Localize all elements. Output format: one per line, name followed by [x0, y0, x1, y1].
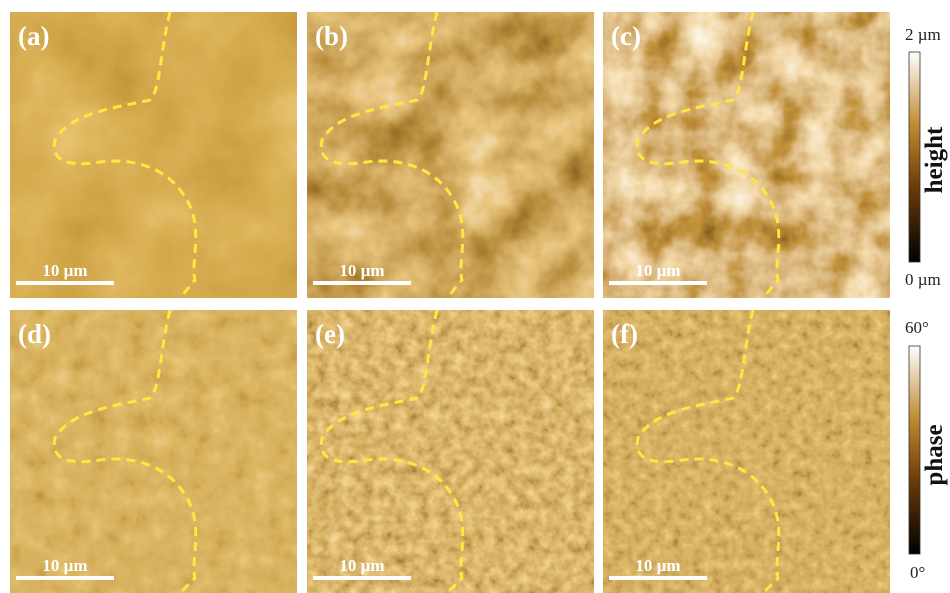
scale-bar-label: 10 µm	[635, 261, 680, 280]
panel-label: (c)	[611, 21, 641, 51]
colorbar-min: 0°	[910, 563, 925, 582]
afm-image	[603, 12, 890, 298]
afm-image	[307, 310, 594, 593]
scale-bar-label: 10 µm	[339, 261, 384, 280]
afm-panel: (a) 10 µm	[10, 12, 297, 298]
afm-image	[10, 310, 297, 593]
colorbar-title: height	[921, 126, 948, 193]
scale-bar-label: 10 µm	[42, 556, 87, 575]
afm-image	[307, 12, 594, 298]
panel-label: (b)	[315, 21, 348, 51]
figure: 2 µm 0 µm height 60° 0° phase (a)10 µm(b…	[0, 0, 950, 593]
scale-bar-label: 10 µm	[635, 556, 680, 575]
colorbar-max: 2 µm	[905, 25, 941, 44]
colorbar-height: 2 µm 0 µm height	[905, 25, 948, 289]
panel-label: (e)	[315, 319, 345, 349]
afm-panel: (e) 10 µm	[307, 310, 594, 593]
panel-label: (f)	[611, 319, 638, 349]
afm-panel: (c) 10 µm	[603, 12, 890, 298]
afm-panel: (d) 10 µm	[10, 310, 297, 593]
panel-label: (a)	[18, 21, 49, 51]
afm-panel: (b) 10 µm	[307, 12, 594, 298]
afm-image	[603, 310, 890, 593]
colorbar-max: 60°	[905, 318, 929, 337]
afm-image	[10, 12, 297, 298]
afm-panel: (f) 10 µm	[603, 310, 890, 593]
panel-label: (d)	[18, 319, 51, 349]
colorbar-title: phase	[921, 424, 948, 485]
colorbar-phase: 60° 0° phase	[905, 318, 948, 582]
scale-bar-label: 10 µm	[339, 556, 384, 575]
colorbar-min: 0 µm	[905, 270, 941, 289]
scale-bar-label: 10 µm	[42, 261, 87, 280]
